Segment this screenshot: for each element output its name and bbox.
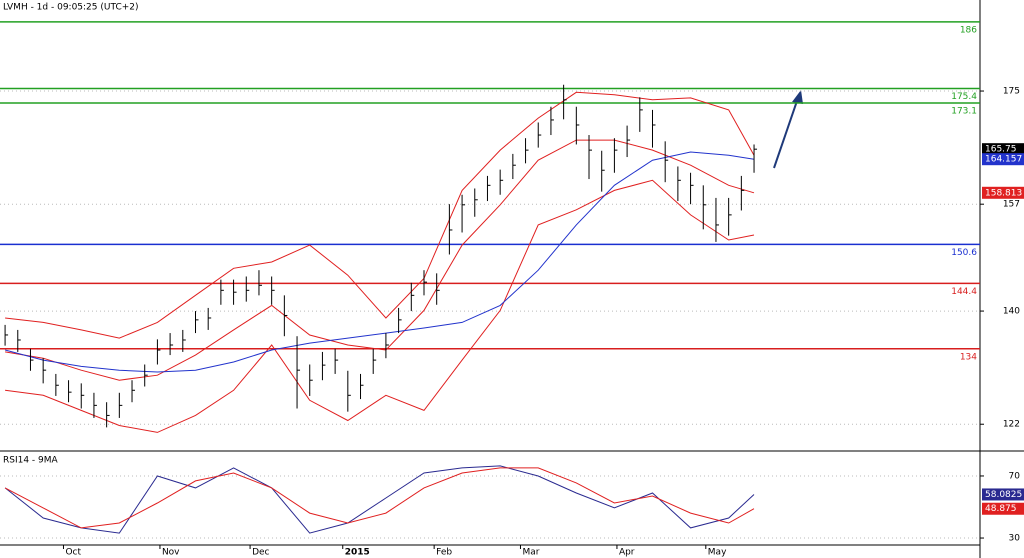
- price-tag: [982, 153, 1024, 166]
- value-tag: [982, 488, 1024, 501]
- price-tag-label: 164.157: [985, 155, 1022, 165]
- indicator-line: [4, 467, 755, 529]
- y-tick-label: 157: [1003, 200, 1020, 210]
- level-label: 144.4: [951, 287, 977, 297]
- x-tick-label: 2015: [345, 548, 370, 558]
- x-tick-label: Nov: [162, 548, 180, 558]
- value-tag-label: 48.875: [985, 504, 1017, 514]
- x-tick-label: Dec: [252, 548, 269, 558]
- x-tick-label: Oct: [65, 548, 81, 558]
- value-tag: [982, 502, 1024, 515]
- level-label: 175.4: [951, 92, 977, 102]
- y-tick-label: 30: [1009, 534, 1021, 544]
- x-tick-label: May: [708, 548, 727, 558]
- price-tag: [982, 186, 1024, 199]
- y-tick-label: 140: [1003, 307, 1020, 317]
- price-tag-label: 158.813: [985, 188, 1022, 198]
- annotation-arrow: [773, 90, 803, 169]
- chart-title: LVMH - 1d - 09:05:25 (UTC+2): [3, 3, 139, 13]
- x-tick-label: Feb: [436, 548, 452, 558]
- y-tick-label: 122: [1003, 420, 1020, 430]
- value-tag-label: 58.0825: [985, 490, 1022, 500]
- price-tag: [982, 143, 1024, 156]
- indicator-line: [5, 179, 755, 433]
- x-tick-label: Apr: [619, 548, 635, 558]
- level-label: 134: [960, 352, 977, 362]
- level-label: 186: [960, 25, 977, 35]
- y-tick-label: 70: [1009, 471, 1021, 481]
- price-tag-label: 165.75: [985, 145, 1017, 155]
- panel-title: RSI14 - 9MA: [3, 456, 59, 466]
- level-label: 173.1: [951, 106, 977, 116]
- x-tick-label: Mar: [522, 548, 539, 558]
- y-tick-label: 175: [1003, 87, 1020, 97]
- level-label: 150.6: [951, 248, 977, 258]
